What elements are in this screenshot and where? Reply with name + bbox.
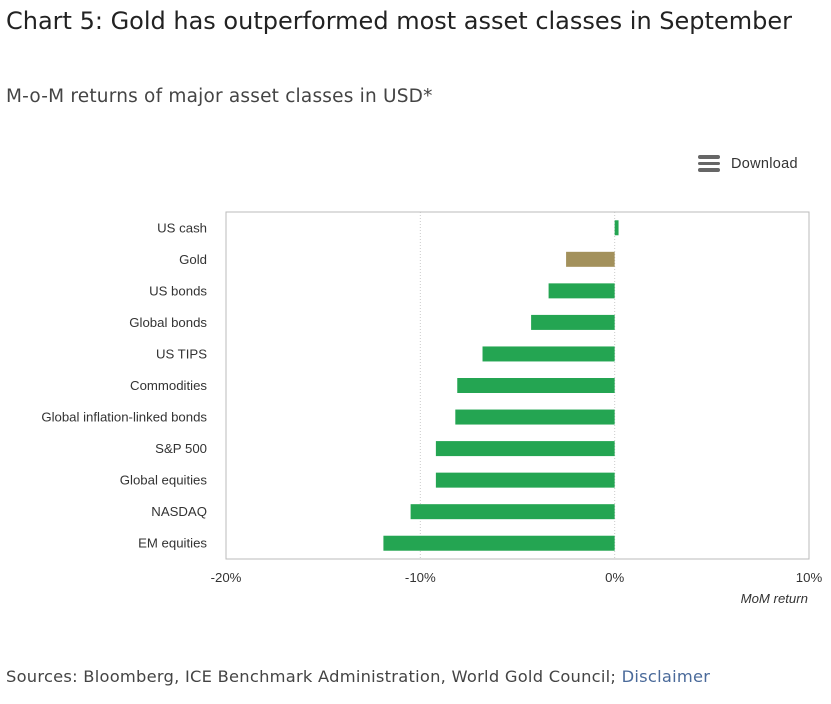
category-label: US cash: [157, 220, 207, 235]
bar[interactable]: [410, 504, 615, 520]
category-label: EM equities: [138, 536, 207, 551]
download-button[interactable]: Download: [698, 155, 798, 172]
category-label: NASDAQ: [151, 504, 207, 519]
bar[interactable]: [455, 409, 615, 425]
category-label: Global equities: [120, 473, 208, 488]
category-label: Gold: [179, 252, 207, 267]
category-label: Global bonds: [129, 315, 207, 330]
menu-icon: [698, 155, 720, 172]
x-axis-ticks: -20% -10% 0% 10%: [211, 570, 823, 585]
x-axis-title: MoM return: [741, 591, 808, 606]
sources-text: Sources: Bloomberg, ICE Benchmark Admini…: [6, 667, 617, 686]
bar[interactable]: [548, 283, 615, 299]
download-label: Download: [731, 155, 798, 172]
bar[interactable]: [435, 472, 615, 488]
bar[interactable]: [566, 251, 615, 267]
bar[interactable]: [614, 220, 619, 236]
sources-note: Sources: Bloomberg, ICE Benchmark Admini…: [6, 667, 710, 686]
chart-title: Chart 5: Gold has outperformed most asse…: [6, 7, 792, 35]
category-label: S&P 500: [155, 441, 207, 456]
x-tick-label: 0%: [605, 570, 624, 585]
chart-subtitle: M-o-M returns of major asset classes in …: [6, 86, 433, 107]
bar[interactable]: [383, 535, 615, 551]
plot-area-border: [225, 211, 810, 560]
bars: [383, 220, 619, 551]
bar[interactable]: [531, 314, 615, 330]
x-tick-label: 10%: [796, 570, 823, 585]
x-tick-label: -20%: [211, 570, 242, 585]
category-label: Global inflation-linked bonds: [41, 410, 207, 425]
x-tick-label: -10%: [405, 570, 436, 585]
bar[interactable]: [435, 441, 615, 457]
grid-lines: [419, 212, 616, 559]
category-label: Commodities: [130, 378, 207, 393]
category-label: US bonds: [149, 283, 207, 298]
disclaimer-link[interactable]: Disclaimer: [621, 667, 711, 686]
bar[interactable]: [457, 378, 615, 393]
bar[interactable]: [482, 346, 615, 362]
category-label: US TIPS: [156, 346, 207, 361]
category-labels: US cash Gold US bonds Global bonds US TIPS Co…: [41, 220, 207, 550]
